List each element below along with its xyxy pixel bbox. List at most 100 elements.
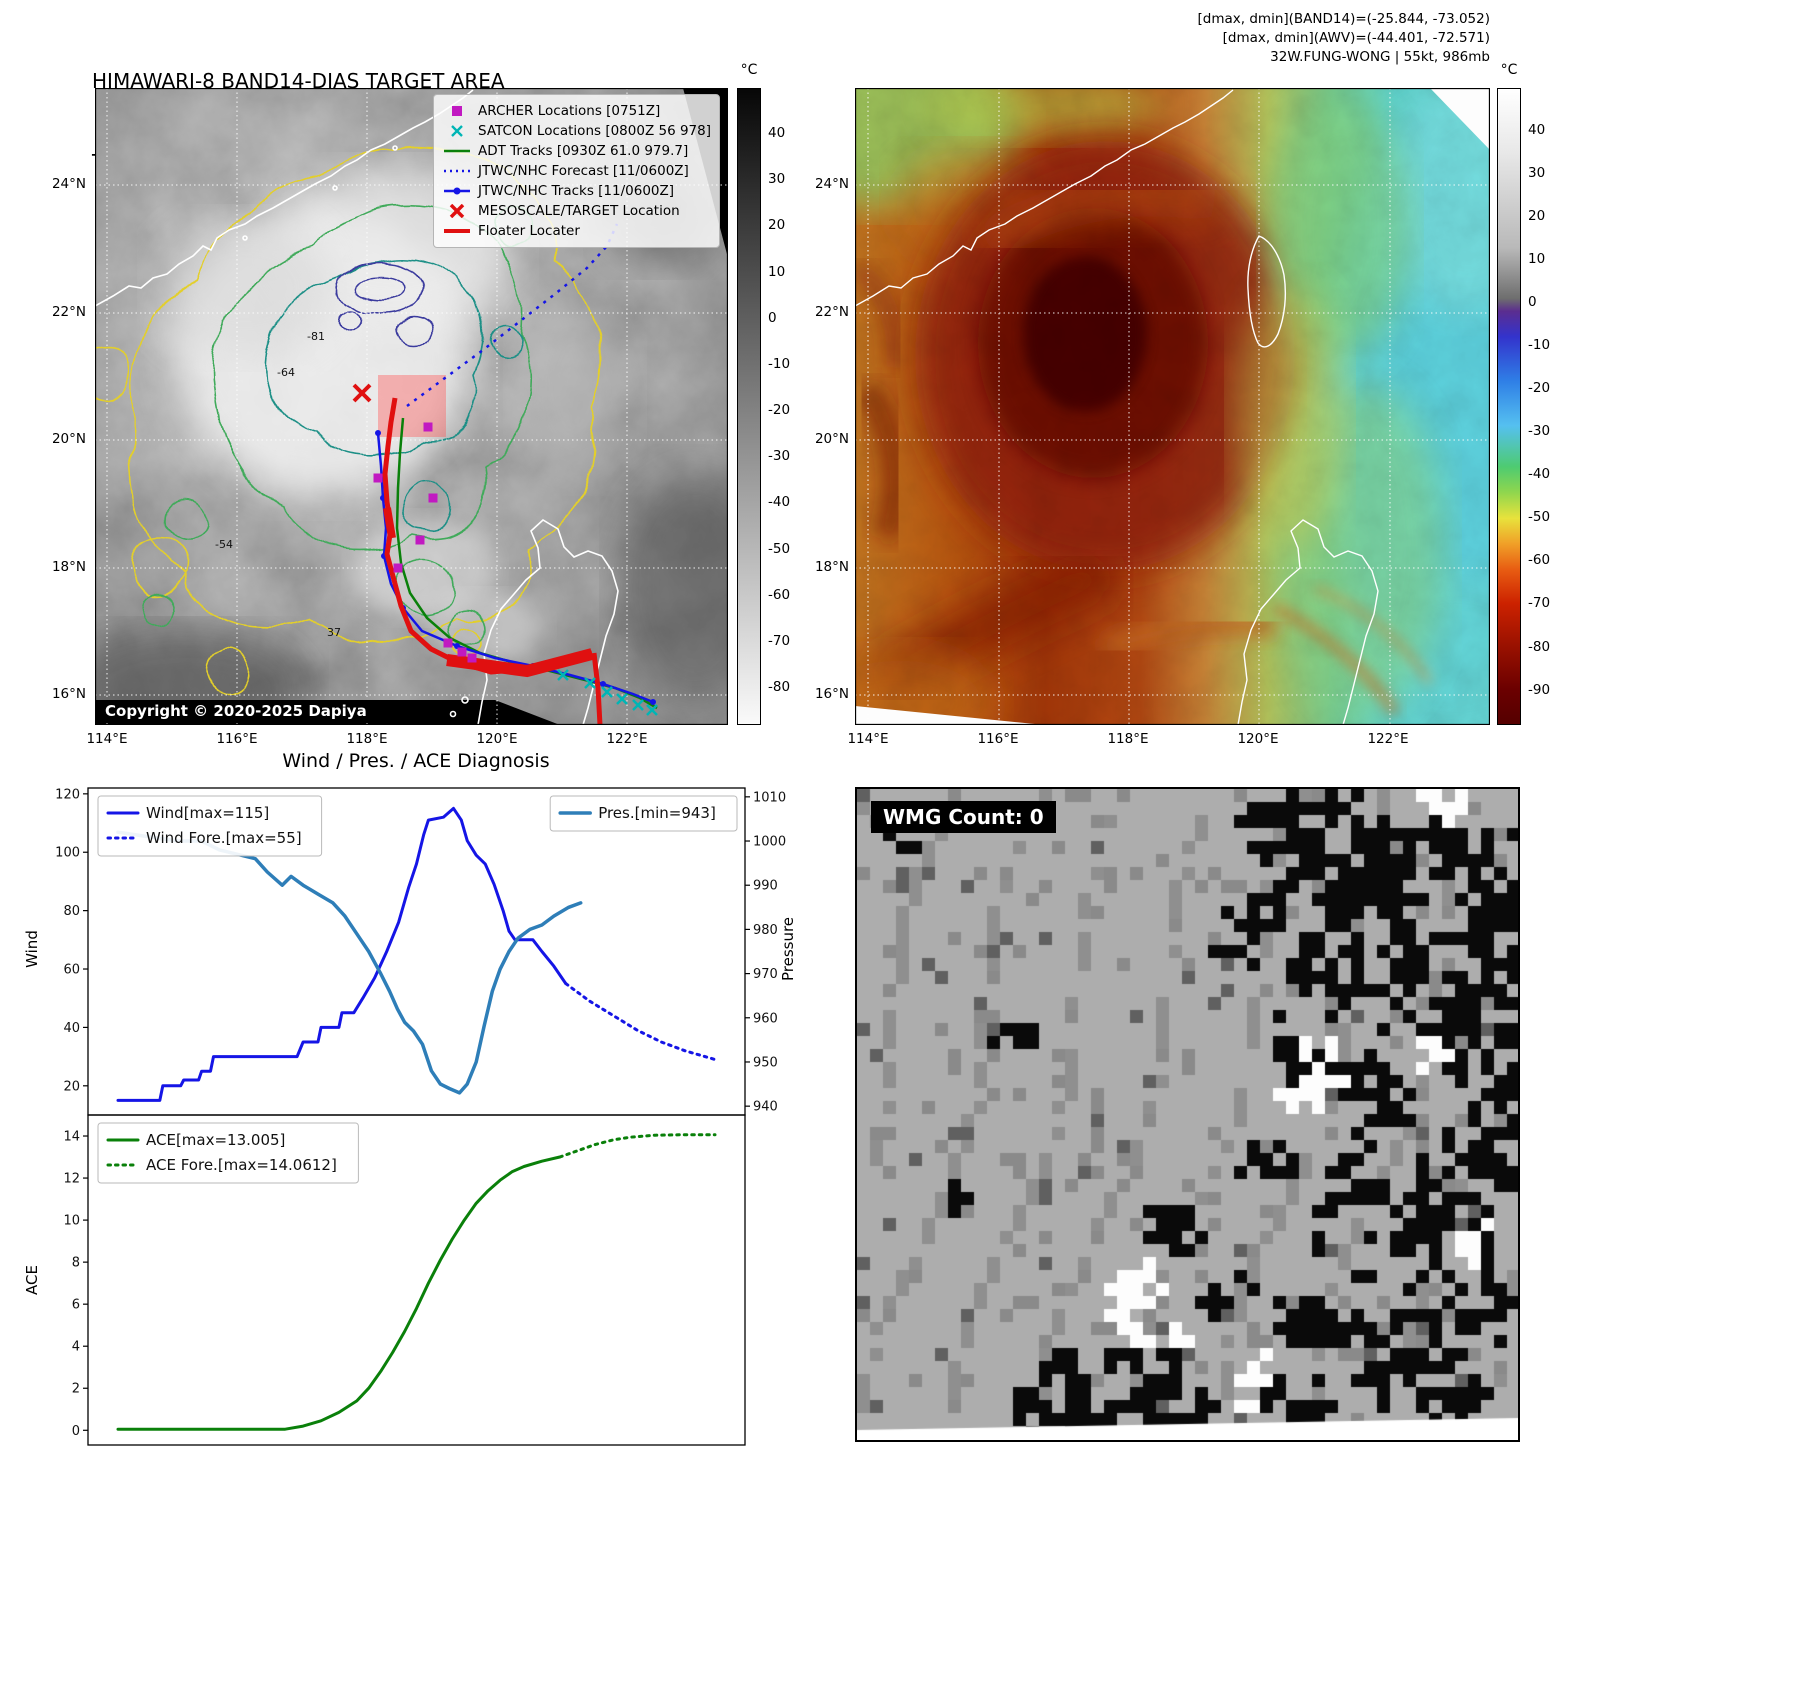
lat-tick-label: 16°N [814,686,849,702]
copyright-watermark: Copyright © 2020-2025 Dapiya [97,700,375,723]
colorbar-tick-label: -80 [1528,638,1551,655]
chart-legend-box [97,795,323,857]
colorbar-tick-label: -90 [1528,681,1551,698]
floater-track [382,397,603,725]
lat-tick-label: 20°N [51,431,86,447]
chart-legend-box [549,795,738,832]
map-legend-item: MESOSCALE/TARGET Location [442,201,711,221]
lon-tick-label: 122°E [1367,731,1409,747]
lon-tick-label: 114°E [847,731,889,747]
coastlines [95,89,619,725]
chart-legend-label: Wind Fore.[max=55] [146,829,302,847]
colorbar-tick-label: -10 [768,355,791,372]
band14-colorbar [737,88,761,725]
chart1-series-0 [116,1155,562,1431]
awv-title-line2: [dmax, dmin](AWV)=(-44.401, -72.571) [1222,30,1490,46]
lat-tick-label: 18°N [51,559,86,575]
line-marker-legend-marker [444,187,470,195]
lon-tick-label: 116°E [216,731,258,747]
lat-tick-label: 20°N [814,431,849,447]
satcon-locations [557,669,658,716]
colorbar-tick-label: -20 [1528,380,1551,397]
colorbar-tick-label: 40 [768,125,786,142]
chart0-series-1 [564,982,717,1061]
y2-tick-label: 960 [753,1011,778,1026]
y2-tick-label: 1010 [753,790,786,805]
wmg-panel: WMG Count: 0 [855,787,1520,1442]
y-tick-label: 8 [72,1256,80,1271]
colorbar-tick-label: -30 [1528,423,1551,440]
map-legend-label: ADT Tracks [0930Z 61.0 979.7] [478,143,689,159]
square-legend-marker [452,106,462,116]
mesoscale-target-marker [352,383,372,403]
colorbar-tick-label: -30 [768,448,791,465]
y2-tick-label: 980 [753,923,778,938]
y-tick-label: 40 [63,1021,80,1036]
lon-tick-label: 120°E [476,731,518,747]
diagnosis-title: Wind / Pres. / ACE Diagnosis [282,750,550,772]
jtwc-forecast-track [406,223,619,408]
awv-header: [dmax, dmin](BAND14)=(-25.844, -73.052) … [1198,10,1490,67]
pressure-axis-label: Pressure [779,916,797,982]
band14-map-legend: ARCHER Locations [0751Z] SATCON Locations… [433,94,720,248]
dotted-legend-marker [444,169,470,173]
colorbar-tick-label: -60 [768,586,791,603]
chart-legend-label: ACE Fore.[max=14.0612] [146,1156,337,1174]
lat-tick-label: 22°N [814,304,849,320]
map-legend-label: JTWC/NHC Tracks [11/0600Z] [478,183,675,199]
map-legend-item: ADT Tracks [0930Z 61.0 979.7] [442,141,711,161]
line-legend-marker [444,149,470,153]
chart-legend-label: ACE[max=13.005] [146,1131,285,1149]
colorbar-tick-label: 0 [768,309,777,326]
diagnosis-charts: 2040608010012094095096097098099010001010… [55,787,786,1446]
awv-title-line3: 32W.FUNG-WONG | 55kt, 986mb [1270,49,1490,65]
lon-tick-label: 122°E [606,731,648,747]
y-tick-label: 6 [72,1298,80,1313]
colorbar-tick-label: -70 [768,632,791,649]
lon-tick-label: 118°E [1107,731,1149,747]
colorbar-tick-label: -60 [1528,552,1551,569]
y2-tick-label: 950 [753,1055,778,1070]
colorbar-tick-label: 10 [768,263,786,280]
chart-legend-label: Wind[max=115] [146,804,269,822]
colorbar-tick-label: 30 [768,171,786,188]
awv-colorbar-unit: °C [1500,62,1518,78]
colorbar-tick-label: 10 [1528,251,1546,268]
colorbar-tick-label: 20 [1528,208,1546,225]
chart1-series-1 [558,1133,717,1159]
coastlines [855,89,1379,725]
lon-tick-label: 120°E [1237,731,1279,747]
colorbar-tick-label: -40 [1528,466,1551,483]
y-tick-label: 12 [63,1172,80,1187]
wmg-pixel-map [857,789,1518,1440]
colorbar-tick-label: -50 [1528,509,1551,526]
wind-axis-label: Wind [23,930,41,968]
map-legend-label: SATCON Locations [0800Z 56 978] [478,123,711,139]
y-tick-label: 20 [63,1079,80,1094]
y2-tick-label: 990 [753,879,778,894]
colorbar-tick-label: -20 [768,402,791,419]
colorbar-tick-label: -50 [768,540,791,557]
colorbar-tick-label: 0 [1528,294,1537,311]
colorbar-tick-label: -70 [1528,595,1551,612]
map-legend-label: Floater Locater [478,223,580,239]
x-bold-legend-marker [449,204,465,218]
map-legend-item: JTWC/NHC Forecast [11/0600Z] [442,161,711,181]
awv-title-line1: [dmax, dmin](BAND14)=(-25.844, -73.052) [1197,11,1490,27]
y-tick-label: 2 [72,1382,80,1397]
map-legend-label: ARCHER Locations [0751Z] [478,103,661,119]
y2-tick-label: 970 [753,967,778,982]
chart-legend-box [97,1122,359,1184]
map-legend-label: JTWC/NHC Forecast [11/0600Z] [478,163,689,179]
map-legend-label: MESOSCALE/TARGET Location [478,203,680,219]
map-legend-item: JTWC/NHC Tracks [11/0600Z] [442,181,711,201]
y-tick-label: 14 [63,1130,80,1145]
x-legend-marker [451,125,463,137]
awv-colorbar [1497,88,1521,725]
y-tick-label: 120 [55,787,80,802]
y-tick-label: 10 [63,1214,80,1229]
awv-map [855,88,1490,725]
colorbar-tick-label: 20 [768,217,786,234]
y-tick-label: 100 [55,846,80,861]
colorbar-tick-label: -80 [768,679,791,696]
